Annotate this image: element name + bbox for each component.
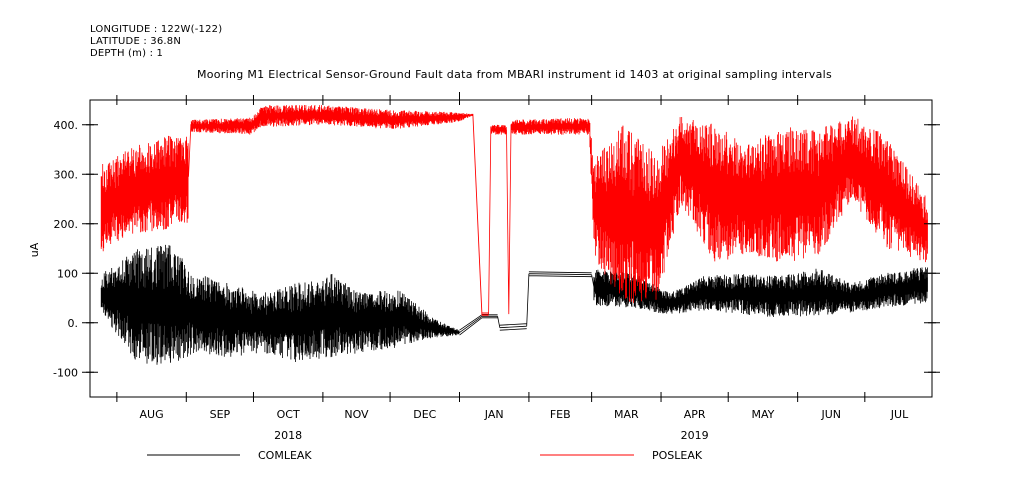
y-axis-label: uA (28, 242, 41, 257)
plot-border (89, 99, 933, 398)
y-tick-label: 400. (54, 119, 79, 132)
legend-label: COMLEAK (258, 449, 312, 462)
series-layer (100, 105, 928, 365)
y-tick-label: 300. (54, 168, 79, 181)
x-tick-label: MAR (614, 408, 639, 421)
x-tick-label: APR (684, 408, 706, 421)
chart-title: Mooring M1 Electrical Sensor-Ground Faul… (196, 68, 833, 81)
x-tick-label: JAN (484, 408, 504, 421)
series-line-comleak (100, 244, 928, 365)
year-label: 2019 (681, 429, 709, 442)
x-tick-label: OCT (277, 408, 300, 421)
legend-item-comleak: COMLEAK (147, 449, 312, 462)
series-line-posleak (100, 105, 928, 316)
legend: COMLEAK POSLEAK (147, 449, 703, 462)
year-label: 2018 (274, 429, 302, 442)
y-tick-label: 0. (68, 317, 79, 330)
x-tick-label: DEC (413, 408, 436, 421)
metadata-block: LONGITUDE : 122W(-122) LATITUDE : 36.8N … (90, 24, 222, 60)
series-posleak (100, 105, 928, 316)
latitude-label: LATITUDE : 36.8N (90, 36, 182, 47)
x-tick-label: AUG (140, 408, 164, 421)
x-tick-label: NOV (344, 408, 369, 421)
longitude-label: LONGITUDE : 122W(-122) (90, 24, 223, 35)
y-tick-label: 200. (54, 218, 79, 231)
depth-label: DEPTH (m) : 1 (90, 48, 164, 59)
series-comleak (100, 244, 928, 365)
legend-label: POSLEAK (652, 449, 703, 462)
plot-frame (89, 99, 933, 398)
x-tick-label: SEP (210, 408, 231, 421)
axes: -100 0. 100 200. 300. 400. AUG SEP OCT NOV DEC JAN F… (53, 92, 940, 442)
x-tick-label: JUN (820, 408, 841, 421)
y-tick-label: -100 (53, 366, 78, 379)
x-tick-label: FEB (550, 408, 571, 421)
x-tick-label: JUL (890, 408, 909, 421)
legend-item-posleak: POSLEAK (540, 449, 703, 462)
y-tick-label: 100 (57, 267, 78, 280)
x-tick-label: MAY (751, 408, 774, 421)
